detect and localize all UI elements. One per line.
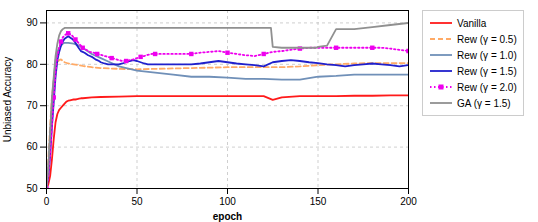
svg-text:60: 60 bbox=[26, 141, 38, 152]
svg-text:90: 90 bbox=[26, 17, 38, 28]
html-text:Rew (γ = 1.5): Rew (γ = 1.5) bbox=[457, 65, 517, 77]
svg-text:70: 70 bbox=[26, 100, 38, 111]
html-text:Rew (γ = 1.0): Rew (γ = 1.0) bbox=[457, 49, 517, 61]
html-text:Rew (γ = 0.5): Rew (γ = 0.5) bbox=[457, 33, 517, 45]
svg-text:Unbiased Accuracy: Unbiased Accuracy bbox=[2, 57, 13, 143]
html-text:Vanilla: Vanilla bbox=[457, 17, 487, 29]
svg-text:epoch: epoch bbox=[213, 211, 242, 222]
html-text:GA (γ = 1.5): GA (γ = 1.5) bbox=[457, 97, 511, 109]
svg-text:100: 100 bbox=[219, 196, 236, 207]
svg-text:80: 80 bbox=[26, 59, 38, 70]
svg-text:0: 0 bbox=[44, 196, 50, 207]
svg-text:50: 50 bbox=[26, 183, 38, 194]
svg-text:50: 50 bbox=[131, 196, 143, 207]
html-text:Rew (γ = 2.0): Rew (γ = 2.0) bbox=[457, 81, 517, 93]
svg-text:200: 200 bbox=[400, 196, 417, 207]
svg-text:150: 150 bbox=[310, 196, 327, 207]
